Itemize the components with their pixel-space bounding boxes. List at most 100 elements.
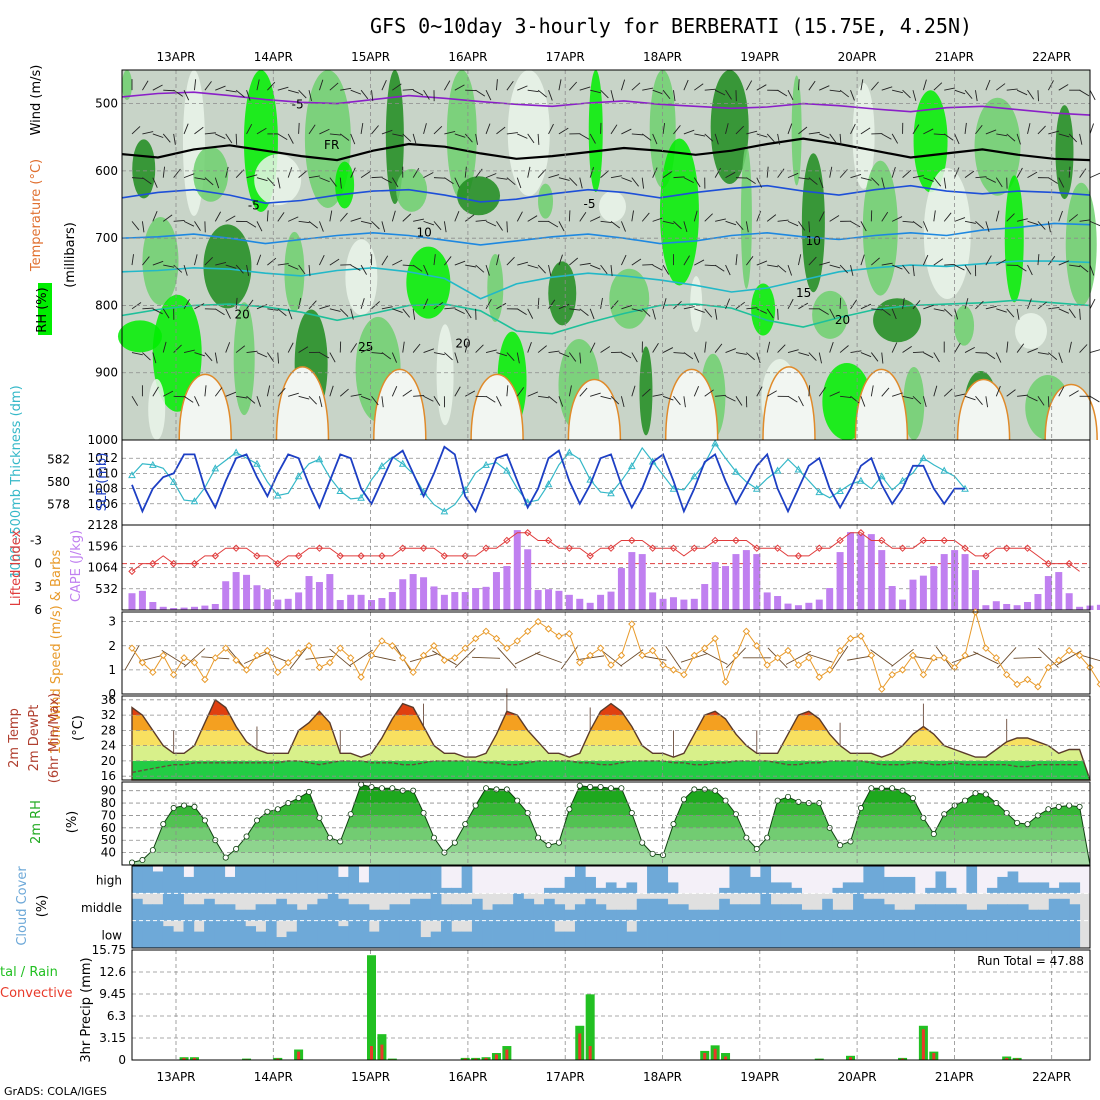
rh-tick-label: 40 xyxy=(101,846,116,860)
rh-point xyxy=(170,805,177,812)
cloud-high-cell xyxy=(853,882,864,894)
wind10-point xyxy=(534,617,542,626)
cloud-high-cell xyxy=(368,866,380,894)
wind-barb xyxy=(1068,214,1079,222)
cape-bar xyxy=(243,574,251,610)
wind10-point xyxy=(232,656,240,664)
cape-bar xyxy=(180,607,188,610)
wind-barb xyxy=(152,352,157,364)
cloud-middle-cell xyxy=(667,904,679,921)
wind-barb xyxy=(454,84,465,91)
cloud-low-cell xyxy=(1069,920,1081,948)
wind10-point xyxy=(1055,656,1063,664)
rh-contour xyxy=(598,191,626,223)
wind10-barb xyxy=(702,650,728,665)
wind-barb xyxy=(558,177,570,181)
wind-barb xyxy=(1068,308,1076,319)
rh-point xyxy=(1003,809,1010,816)
wind-barb xyxy=(444,130,456,135)
cloud-middle-cell xyxy=(822,898,833,921)
cloud-middle-cell xyxy=(245,909,257,921)
wind10-point xyxy=(315,663,324,672)
cloud-low-cell xyxy=(914,920,926,948)
wind-barb xyxy=(569,177,578,186)
wind10-barb xyxy=(535,652,562,664)
thickness-point xyxy=(857,476,865,484)
wind-barb xyxy=(527,264,539,269)
wind-barb xyxy=(808,177,818,185)
wind-barb xyxy=(589,342,596,353)
wind-barb xyxy=(839,133,842,145)
wind-barb xyxy=(746,130,758,135)
temperature-legend-label: Temperature (°C) xyxy=(29,159,44,272)
cloud-middle-cell xyxy=(595,904,607,921)
rh-point xyxy=(368,783,375,790)
date-label-bottom: 18APR xyxy=(643,1070,682,1084)
run-total-annotation: Run Total = 47.88 xyxy=(977,954,1084,968)
wind-barb xyxy=(204,352,213,362)
cloud-high-cell xyxy=(760,866,772,894)
wind-barb xyxy=(183,89,190,101)
cloud-middle-cell xyxy=(739,904,751,921)
wind-barb xyxy=(464,133,473,143)
wind-barb xyxy=(975,176,987,179)
precip-convective-bar xyxy=(1015,1058,1019,1060)
wind-barb xyxy=(704,264,716,267)
wind-barb xyxy=(922,254,929,266)
wind-barb xyxy=(954,89,966,95)
cape-bar xyxy=(971,570,979,610)
cloud-middle-cell xyxy=(142,904,154,921)
cloud-high-cell xyxy=(1007,871,1019,894)
wind-barb xyxy=(714,264,725,272)
wind-barb xyxy=(413,218,425,222)
wind-barb xyxy=(995,210,1000,222)
wind-barb xyxy=(964,220,976,224)
wind-barb xyxy=(954,342,961,353)
thickness-point xyxy=(232,448,240,456)
pressure-tick-label: 800 xyxy=(95,298,118,312)
cape-bar xyxy=(982,605,990,610)
wind-barb xyxy=(881,86,893,91)
cape-bar xyxy=(1065,593,1073,610)
wind10-point xyxy=(138,658,147,667)
cloud-high-cell xyxy=(883,876,895,894)
wind10-barb xyxy=(1037,647,1059,668)
wind10-barb xyxy=(996,647,1017,669)
rh-point xyxy=(326,834,333,841)
rh-point xyxy=(160,821,167,828)
cloud-low-cell xyxy=(605,920,617,948)
wind10-point xyxy=(492,634,501,643)
wind-barb xyxy=(725,220,737,226)
cape-bar xyxy=(732,554,740,610)
wind-barb xyxy=(444,307,456,310)
wind-barb xyxy=(787,395,798,403)
thickness-point xyxy=(253,459,261,467)
wind-barb xyxy=(277,263,289,266)
rh-point xyxy=(649,850,656,857)
cloud-middle-cell xyxy=(162,893,174,921)
wind-barb xyxy=(360,395,372,401)
wind-barb xyxy=(964,89,973,99)
cloud-middle-cell xyxy=(976,909,988,921)
thickness-point xyxy=(877,472,886,480)
wind-barb xyxy=(413,395,425,397)
wind-barb xyxy=(912,175,924,179)
wind10-point xyxy=(919,670,928,679)
wind-barb xyxy=(985,177,996,183)
thickness-point xyxy=(440,507,449,515)
rh-contour xyxy=(588,70,603,192)
wind-barb xyxy=(142,307,154,310)
wind-barb xyxy=(517,133,528,139)
wind-barb xyxy=(537,264,546,274)
precip-total-bar xyxy=(242,1058,252,1060)
wind-barb xyxy=(204,81,212,91)
rh-point xyxy=(430,834,437,841)
cape-bar xyxy=(461,592,469,610)
lifted-index-point xyxy=(711,536,719,545)
wind-barb xyxy=(662,170,673,179)
cape-bar xyxy=(711,562,719,610)
wind10-point xyxy=(471,634,480,643)
wind-barb xyxy=(235,133,238,145)
rh-contour xyxy=(507,70,550,196)
wind-barb xyxy=(589,167,595,178)
